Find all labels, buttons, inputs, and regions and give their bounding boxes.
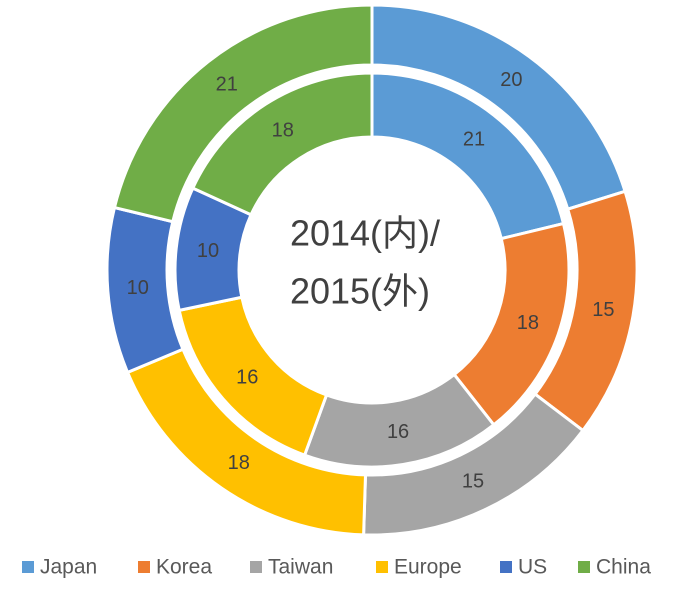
legend-label: China <box>596 556 651 579</box>
legend-label: Taiwan <box>268 556 333 579</box>
legend-label: Japan <box>40 556 97 579</box>
legend-swatch <box>138 561 150 573</box>
data-label: 15 <box>462 470 484 492</box>
center-text: 2014(内)/ <box>290 213 440 254</box>
data-label: 21 <box>216 74 238 96</box>
segment <box>190 71 374 217</box>
data-label: 18 <box>517 312 539 334</box>
legend-swatch <box>578 561 590 573</box>
data-label: 18 <box>228 452 250 474</box>
legend-label: Korea <box>156 556 212 579</box>
data-label: 10 <box>197 240 219 262</box>
segment <box>112 3 374 224</box>
data-label: 15 <box>592 299 614 321</box>
center-text: 2015(外) <box>290 271 430 312</box>
legend-swatch <box>500 561 512 573</box>
data-label: 18 <box>272 119 294 141</box>
legend-label: US <box>518 556 547 579</box>
legend-label: Europe <box>394 556 462 579</box>
data-label: 20 <box>500 69 522 91</box>
data-label: 16 <box>387 421 409 443</box>
data-label: 10 <box>127 277 149 299</box>
legend-swatch <box>22 561 34 573</box>
data-label: 21 <box>463 129 485 151</box>
data-label: 16 <box>236 366 258 388</box>
legend-swatch <box>250 561 262 573</box>
legend-swatch <box>376 561 388 573</box>
